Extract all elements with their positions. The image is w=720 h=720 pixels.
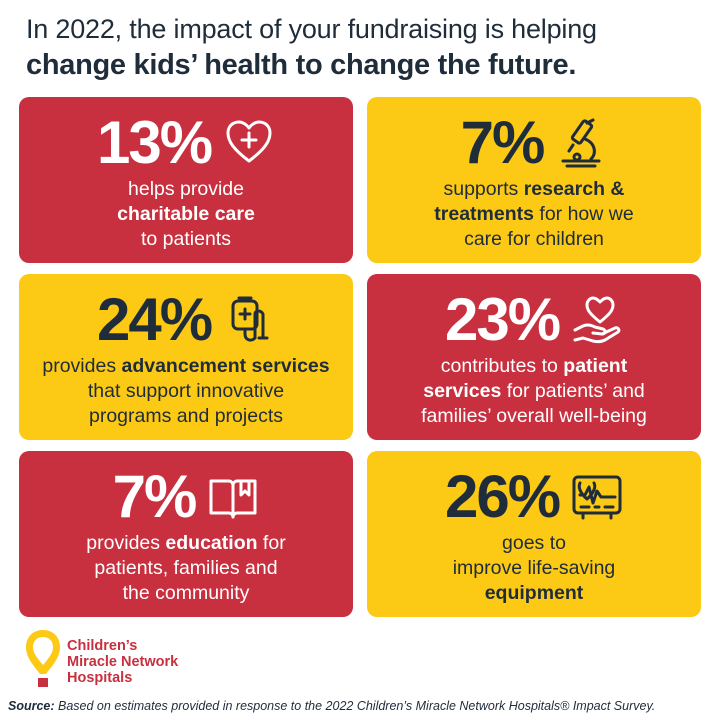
desc-line: improve life-saving <box>452 557 616 579</box>
desc-line: care for children <box>464 228 604 250</box>
desc-line: provides education for <box>86 532 286 554</box>
stat-percent: 24% <box>96 286 213 353</box>
stat-description: goes to improve life-saving equipment <box>373 531 695 606</box>
logo-wordmark: Children’s Miracle Network Hospitals <box>67 638 178 686</box>
logo-line: Miracle Network <box>67 654 179 670</box>
balloon-logo-icon <box>24 628 62 690</box>
stat-card-equipment: 26% goes to improve life-saving equipmen… <box>367 451 701 617</box>
stat-description: helps provide charitable care to patient… <box>25 177 347 252</box>
source-text: Based on estimates provided in response … <box>54 699 656 713</box>
stat-percent: 23% <box>444 286 561 353</box>
desc-line: provides advancement services <box>42 355 330 377</box>
book-icon <box>207 471 259 523</box>
desc-line: treatments for how we <box>434 203 634 225</box>
logo-line: Hospitals <box>67 670 133 686</box>
desc-line: families’ overall well-being <box>421 405 647 427</box>
heart-plus-icon <box>223 117 275 169</box>
stat-row: 7% <box>19 465 353 529</box>
desc-line: supports research & <box>443 178 625 200</box>
stat-row: 7% <box>367 111 701 175</box>
stat-description: provides education for patients, familie… <box>25 531 347 606</box>
desc-line: to patients <box>141 228 231 250</box>
desc-line: that support innovative <box>87 380 285 402</box>
desc-line: patients, families and <box>94 557 278 579</box>
stat-description: contributes to patient services for pati… <box>373 354 695 429</box>
header-headline: change kids’ health to change the future… <box>26 49 577 81</box>
stat-row: 23% <box>367 288 701 352</box>
iv-bag-icon <box>223 294 275 346</box>
logo-line: Children’s <box>67 638 138 654</box>
header-line-1: In 2022, the impact of your fundraising … <box>26 14 597 44</box>
stat-row: 24% <box>19 288 353 352</box>
stat-percent: 13% <box>96 109 213 176</box>
stat-card-patient-services: 23% contributes to patient services for … <box>367 274 701 440</box>
hand-heart-icon <box>571 294 623 346</box>
desc-line: goes to <box>502 532 566 554</box>
desc-line: helps provide <box>128 178 244 200</box>
desc-line: services for patients’ and <box>423 380 645 402</box>
desc-line: programs and projects <box>88 405 283 427</box>
source-label: Source: <box>8 699 55 713</box>
stat-card-research: 7% supports research & treatments for ho… <box>367 97 701 263</box>
cmn-hospitals-logo: Children’s Miracle Network Hospitals <box>24 628 214 690</box>
stat-description: supports research & treatments for how w… <box>373 177 695 252</box>
desc-line: the community <box>122 582 250 604</box>
stat-percent: 7% <box>460 109 546 176</box>
desc-line: contributes to patient <box>440 355 628 377</box>
source-footnote: Source: Based on estimates provided in r… <box>8 699 718 713</box>
desc-line: charitable care <box>117 203 255 225</box>
header: In 2022, the impact of your fundraising … <box>26 12 706 84</box>
stat-percent: 7% <box>112 463 198 530</box>
stat-card-advancement: 24% provides advancement services that s… <box>19 274 353 440</box>
stat-description: provides advancement services that suppo… <box>25 354 347 429</box>
stat-row: 13% <box>19 111 353 175</box>
microscope-icon <box>555 117 607 169</box>
stat-row: 26% <box>367 465 701 529</box>
heart-monitor-icon <box>571 471 623 523</box>
desc-line: equipment <box>484 582 584 604</box>
stat-card-education: 7% provides education for patients, fami… <box>19 451 353 617</box>
stat-percent: 26% <box>444 463 561 530</box>
stat-card-charitable-care: 13% helps provide charitable care to pat… <box>19 97 353 263</box>
